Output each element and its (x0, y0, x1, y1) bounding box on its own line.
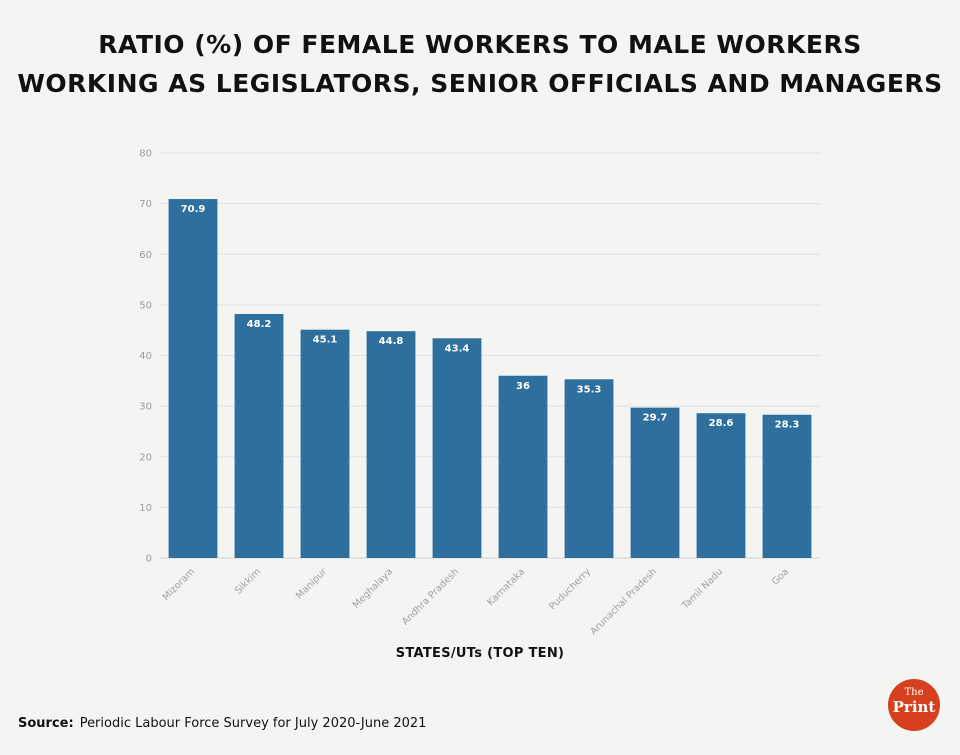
source-text: Periodic Labour Force Survey for July 20… (79, 716, 427, 731)
chart-title-line-2: WORKING AS LEGISLATORS, SENIOR OFFICIALS… (17, 69, 943, 98)
x-tick-label: Mizoram (161, 566, 198, 603)
data-label: 48.2 (247, 319, 272, 330)
data-label: 43.4 (445, 343, 470, 354)
y-tick-label: 10 (139, 503, 152, 514)
source-note: Source: Periodic Labour Force Survey for … (18, 716, 426, 731)
data-label: 36 (516, 381, 530, 392)
data-label: 29.7 (643, 413, 668, 424)
source-label: Source: (18, 716, 74, 731)
data-label: 45.1 (313, 335, 338, 346)
bar-arunachal-pradesh (630, 407, 680, 558)
x-tick-label: Sikkim (233, 566, 263, 596)
bar-sikkim (234, 313, 284, 558)
data-label: 28.3 (775, 420, 800, 431)
x-tick-label: Manipur (294, 566, 329, 601)
bar-tamil-nadu (696, 413, 746, 558)
y-tick-label: 20 (139, 452, 152, 463)
bar-manipur (300, 329, 350, 558)
chart-title-line-1: RATIO (%) OF FEMALE WORKERS TO MALE WORK… (98, 30, 862, 59)
bar-andhra-pradesh (432, 338, 482, 558)
bar-mizoram (168, 199, 218, 558)
y-tick-label: 30 (139, 402, 152, 413)
theprint-logo: The Print (888, 679, 940, 731)
x-tick-label: Andhra Pradesh (400, 566, 461, 627)
x-tick-label: Tamil Nadu (679, 566, 725, 612)
logo-line-print: Print (892, 698, 936, 716)
data-label: 35.3 (577, 384, 602, 395)
y-tick-label: 70 (139, 199, 152, 210)
bar-puducherry (564, 379, 614, 558)
x-tick-label: Karnataka (485, 566, 527, 608)
y-tick-label: 60 (139, 250, 152, 261)
y-tick-label: 0 (146, 554, 152, 565)
data-label: 70.9 (181, 204, 206, 215)
y-tick-label: 40 (139, 351, 152, 362)
bar-meghalaya (366, 331, 416, 558)
x-tick-label: Puducherry (547, 566, 593, 612)
logo-line-the: The (904, 687, 924, 698)
y-tick-label: 50 (139, 300, 152, 311)
x-tick-label: Meghalaya (351, 566, 395, 610)
x-tick-label: Goa (770, 566, 791, 587)
bar-karnataka (498, 375, 548, 558)
x-axis-label: STATES/UTs (TOP TEN) (395, 646, 565, 661)
y-tick-label: 80 (139, 149, 152, 160)
data-label: 44.8 (379, 336, 404, 347)
x-tick-label: Arunachal Pradesh (588, 566, 659, 637)
data-label: 28.6 (709, 418, 734, 429)
bar-goa (762, 414, 812, 558)
